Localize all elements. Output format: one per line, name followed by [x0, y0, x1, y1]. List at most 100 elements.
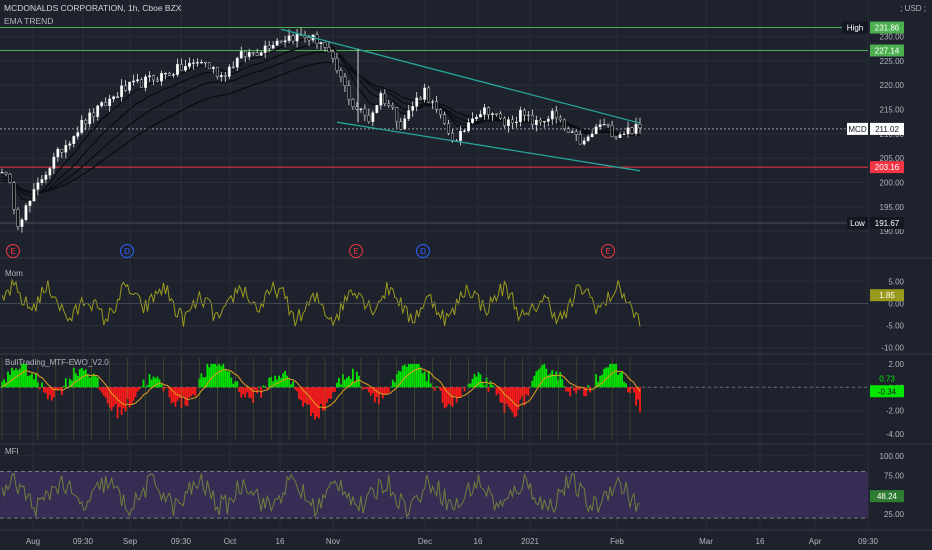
ewo-bar	[439, 387, 442, 392]
ewo-bar	[224, 368, 227, 388]
candle-body	[172, 74, 175, 76]
ewo-bar	[338, 377, 340, 388]
candle-body	[507, 119, 510, 127]
ewo-bar	[172, 387, 175, 403]
ewo-bar	[383, 387, 386, 396]
ewo-bar	[639, 387, 641, 413]
event-marker-label: E	[605, 247, 610, 256]
ewo-bar	[403, 364, 406, 388]
ewo-bar	[212, 363, 215, 388]
ewo-bar	[298, 387, 300, 400]
candle-body	[518, 109, 522, 123]
x-tick-label: 16	[276, 537, 285, 546]
candle-body	[176, 64, 179, 75]
y-tick-label: 100.00	[880, 452, 905, 461]
candle-body	[590, 133, 594, 138]
candle-body	[116, 96, 120, 98]
ewo-bar	[411, 363, 414, 388]
candle-body	[319, 42, 323, 44]
ewo-bar	[38, 387, 41, 390]
candle-body	[235, 57, 239, 68]
ewo-bar	[453, 387, 456, 396]
ewo-bar	[595, 374, 598, 388]
ewo-bar	[357, 375, 360, 388]
ewo-bar	[44, 387, 47, 394]
ewo-bar	[76, 375, 79, 388]
support-badge-text: 203.16	[875, 163, 900, 172]
ewo-bar	[264, 386, 267, 388]
ewo-bar	[228, 371, 231, 388]
candle-body	[68, 143, 72, 146]
ewo-bar	[332, 387, 334, 393]
candle-body	[247, 52, 251, 57]
ewo-bar	[481, 382, 484, 388]
ewo-bar	[116, 387, 119, 419]
candle-body	[44, 174, 48, 180]
ewo-bar	[214, 363, 217, 388]
x-tick-label: 16	[474, 537, 483, 546]
ewo-bar	[3, 379, 5, 388]
ewo-bar	[142, 379, 145, 388]
x-tick-label: Nov	[326, 537, 340, 546]
candle-body	[538, 119, 542, 123]
ewo-bar	[256, 387, 259, 394]
ewo-bar	[497, 387, 500, 394]
candle-body	[219, 74, 223, 77]
candle-body	[415, 97, 419, 107]
mfi-band	[0, 471, 868, 519]
ewo-bar	[455, 387, 458, 403]
currency-label[interactable]: ; USD ;	[900, 4, 926, 13]
ewo-bar	[443, 387, 446, 409]
candle-body	[622, 133, 626, 135]
ewo-bar	[599, 375, 602, 388]
ewo-pane-label: BullTrading_MTF-EWO_V2.0	[5, 358, 109, 367]
candle-body	[371, 112, 375, 122]
ewo-bar	[318, 387, 320, 419]
ewo-bar	[429, 383, 432, 388]
candle-body	[28, 200, 32, 206]
trendline	[280, 28, 641, 124]
candle-body	[267, 45, 271, 49]
support-badge	[870, 161, 904, 174]
ewo-bar	[617, 374, 619, 388]
ewo-bar	[555, 371, 558, 388]
candle-body	[514, 121, 518, 124]
candle-body	[108, 98, 112, 106]
ewo-bar	[423, 371, 426, 388]
candle-body	[335, 57, 339, 71]
candle-body	[263, 45, 267, 53]
ewo-bar	[176, 387, 179, 401]
ewo-bar	[344, 379, 346, 388]
ewo-bar	[132, 387, 135, 401]
ewo-bar	[533, 375, 536, 388]
ewo-bar	[433, 387, 436, 391]
candle-body	[195, 62, 199, 64]
candle-body	[104, 102, 108, 106]
ewo-bar	[475, 376, 478, 388]
ewo-bar	[397, 370, 400, 388]
ewo-bar	[82, 370, 85, 388]
ewo-bar	[401, 365, 404, 388]
ewo-bar	[603, 368, 606, 388]
candle-body	[275, 40, 279, 46]
ewo-bar	[545, 368, 548, 388]
candle-body	[614, 136, 618, 138]
ewo-bar	[363, 387, 366, 389]
candle-body	[491, 113, 494, 115]
ewo-bar	[110, 387, 113, 411]
candle-body	[419, 97, 423, 100]
ewo-bar	[425, 381, 428, 388]
candle-body	[558, 117, 562, 121]
candle-body	[84, 120, 88, 125]
ewo-bar	[78, 369, 81, 388]
candle-body	[56, 148, 60, 158]
candle-body	[407, 110, 411, 119]
candle-body	[180, 64, 183, 71]
y-tick-label: -10.00	[881, 344, 904, 353]
y-tick-label: 5.00	[888, 277, 904, 286]
candle-body	[243, 51, 247, 57]
ewo-bar	[457, 387, 460, 398]
high-badge	[870, 21, 904, 34]
ewo-bar	[310, 387, 312, 416]
